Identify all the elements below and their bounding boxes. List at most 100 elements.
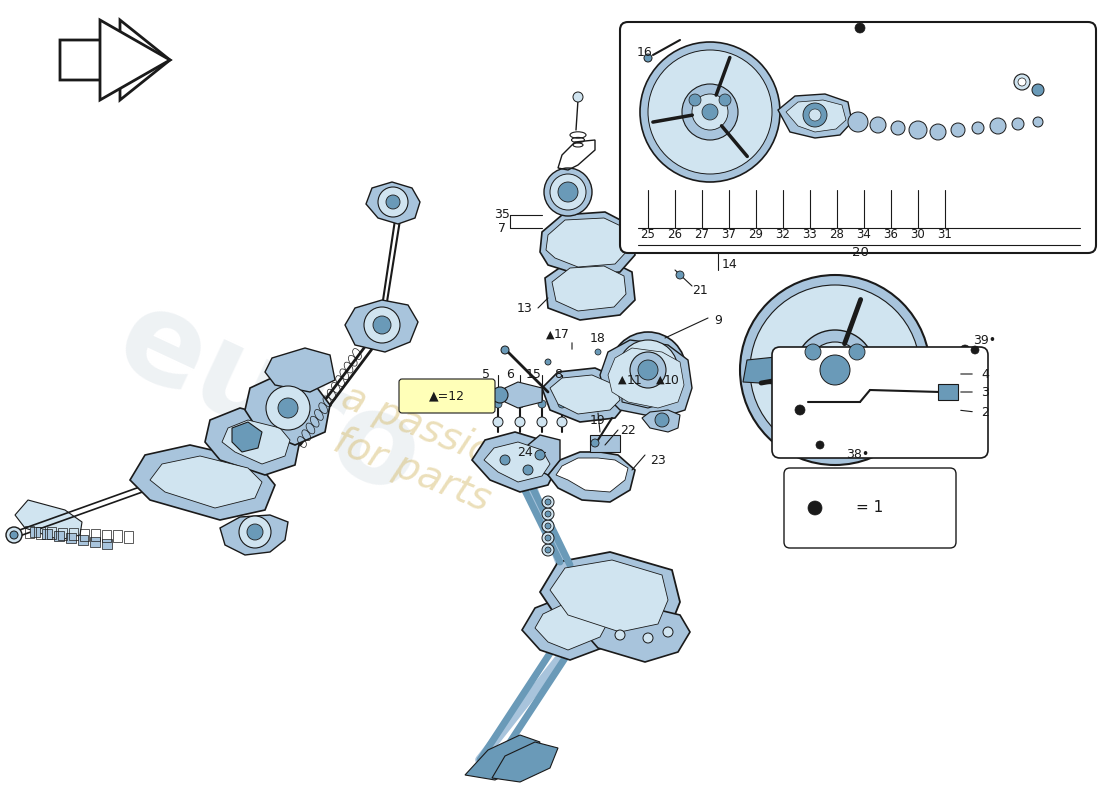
Polygon shape [222,420,290,464]
Circle shape [573,92,583,102]
Circle shape [676,271,684,279]
Text: 32: 32 [776,229,791,242]
Circle shape [558,400,566,408]
Circle shape [558,182,578,202]
Polygon shape [540,552,680,642]
Circle shape [591,439,600,447]
Circle shape [938,382,958,402]
Circle shape [938,402,958,422]
Text: 3: 3 [981,386,989,398]
Polygon shape [522,595,620,660]
Text: 23: 23 [650,454,666,466]
Text: ▲: ▲ [618,375,626,385]
Circle shape [615,630,625,640]
Polygon shape [621,382,668,408]
Circle shape [378,187,408,217]
Text: 16: 16 [637,46,653,58]
Circle shape [930,124,946,140]
Circle shape [816,441,824,449]
Polygon shape [556,458,628,492]
Circle shape [278,398,298,418]
Circle shape [702,104,718,120]
Circle shape [542,544,554,556]
Circle shape [1032,84,1044,96]
Polygon shape [465,735,540,780]
Text: 10: 10 [664,374,680,386]
Circle shape [644,633,653,643]
Polygon shape [150,456,262,508]
Polygon shape [30,527,40,537]
Text: 11: 11 [627,374,642,386]
Text: ▲: ▲ [546,330,554,340]
Circle shape [500,455,510,465]
Circle shape [542,496,554,508]
Polygon shape [552,266,626,311]
Text: 28: 28 [829,229,845,242]
Polygon shape [938,384,958,400]
Circle shape [500,346,509,354]
Text: 36: 36 [883,229,899,242]
Circle shape [795,330,874,410]
Polygon shape [345,300,418,352]
Circle shape [940,366,956,382]
Polygon shape [232,422,262,452]
Polygon shape [220,515,288,555]
Text: 8: 8 [554,369,562,382]
Polygon shape [42,529,52,539]
Circle shape [960,345,970,355]
Circle shape [740,275,930,465]
Text: 37: 37 [722,229,736,242]
Circle shape [493,417,503,427]
Circle shape [492,387,508,403]
Circle shape [805,344,821,360]
Text: 15: 15 [526,369,542,382]
Polygon shape [548,452,635,502]
Circle shape [248,524,263,540]
Circle shape [239,516,271,548]
Circle shape [544,547,551,553]
Circle shape [373,316,390,334]
Polygon shape [550,560,668,632]
FancyBboxPatch shape [784,468,956,548]
Circle shape [909,121,927,139]
Polygon shape [786,100,846,132]
Text: 2: 2 [981,406,989,418]
Circle shape [943,369,953,379]
Polygon shape [505,382,542,408]
Ellipse shape [701,171,736,199]
Polygon shape [652,142,780,235]
Polygon shape [90,537,100,547]
Text: 17: 17 [554,329,570,342]
Circle shape [537,417,547,427]
Circle shape [808,501,822,515]
Circle shape [1033,117,1043,127]
Circle shape [515,417,525,427]
Circle shape [610,332,686,408]
Circle shape [494,400,502,408]
Circle shape [803,103,827,127]
Polygon shape [544,260,635,320]
Circle shape [538,400,546,408]
Text: 27: 27 [694,229,710,242]
Circle shape [266,386,310,430]
Circle shape [849,344,865,360]
Circle shape [659,142,671,154]
Polygon shape [742,355,795,385]
Circle shape [848,112,868,132]
Text: 24: 24 [517,446,532,458]
Circle shape [6,527,22,543]
Circle shape [522,465,534,475]
Text: euro: euro [99,278,441,522]
Polygon shape [584,605,690,662]
Polygon shape [205,408,300,475]
Polygon shape [484,442,550,482]
Text: 18: 18 [590,331,606,345]
Text: 9: 9 [714,314,722,326]
Text: ▲: ▲ [656,375,664,385]
Circle shape [595,349,601,355]
Polygon shape [54,531,64,541]
Circle shape [769,219,781,231]
Polygon shape [648,135,790,245]
Polygon shape [542,368,628,422]
Polygon shape [102,539,112,549]
